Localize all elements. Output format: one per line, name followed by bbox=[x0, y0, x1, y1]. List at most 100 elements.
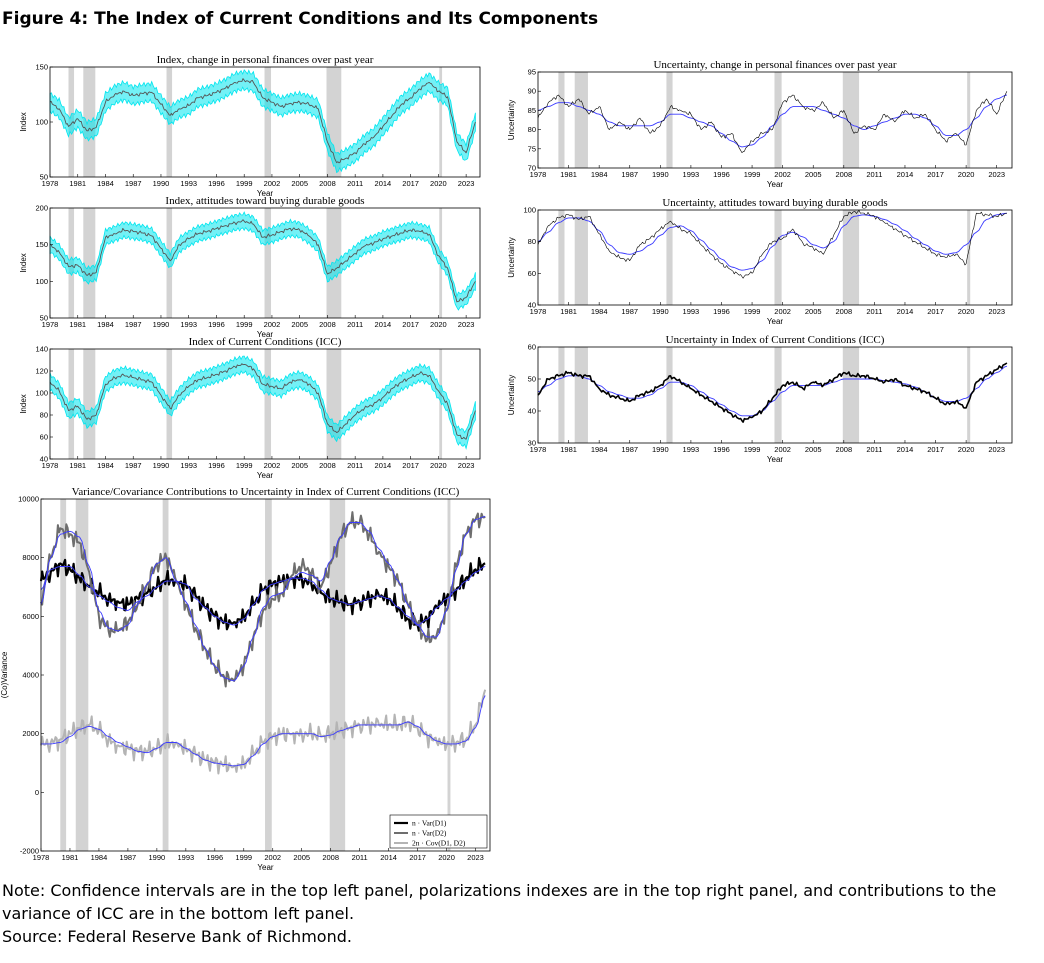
x-tick-label: 2014 bbox=[897, 307, 914, 316]
x-tick-label: 1999 bbox=[236, 179, 253, 188]
x-tick-label: 1990 bbox=[652, 307, 669, 316]
series-line bbox=[40, 516, 486, 682]
x-axis-label: Year bbox=[767, 317, 784, 326]
x-tick-label: 2014 bbox=[375, 179, 392, 188]
x-tick-label: 2023 bbox=[988, 445, 1005, 454]
x-tick-label: 2008 bbox=[835, 170, 852, 179]
y-axis-label: Uncertainty bbox=[507, 237, 516, 277]
recession-band bbox=[666, 347, 673, 443]
x-tick-label: 1981 bbox=[62, 853, 79, 862]
x-tick-label: 1987 bbox=[125, 461, 142, 470]
y-tick-label: 30 bbox=[528, 439, 536, 448]
x-tick-label: 1999 bbox=[236, 320, 253, 329]
y-tick-label: 4000 bbox=[22, 671, 39, 680]
legend-label: 2n · Cov(D1, D2) bbox=[412, 839, 466, 848]
x-tick-label: 2017 bbox=[402, 320, 419, 329]
x-tick-label: 2011 bbox=[352, 853, 368, 862]
series-line bbox=[40, 566, 486, 626]
legend-label: n · Var(D1) bbox=[412, 819, 447, 828]
x-tick-label: 2020 bbox=[438, 853, 455, 862]
x-tick-label: 1984 bbox=[591, 445, 608, 454]
recession-band bbox=[264, 349, 272, 459]
recession-band bbox=[574, 72, 588, 168]
x-tick-label: 2002 bbox=[774, 170, 791, 179]
x-axis-label: Year bbox=[767, 455, 784, 464]
x-tick-label: 2011 bbox=[866, 445, 882, 454]
x-tick-label: 2014 bbox=[897, 445, 914, 454]
x-tick-label: 1996 bbox=[713, 170, 730, 179]
x-tick-label: 1993 bbox=[683, 307, 700, 316]
axes-frame bbox=[537, 71, 1013, 169]
x-tick-label: 2005 bbox=[291, 461, 308, 470]
x-tick-label: 2011 bbox=[866, 307, 882, 316]
y-tick-label: 2000 bbox=[22, 729, 39, 738]
recession-band bbox=[558, 72, 565, 168]
y-axis-label: (Co)Variance bbox=[0, 651, 9, 698]
x-tick-label: 2011 bbox=[347, 461, 363, 470]
x-tick-label: 2014 bbox=[897, 170, 914, 179]
recession-band bbox=[83, 208, 96, 318]
confidence-band bbox=[49, 355, 476, 450]
x-tick-label: 1987 bbox=[125, 320, 142, 329]
note-text: Note: Confidence intervals are in the to… bbox=[2, 881, 997, 923]
chart-index-durable-goods: 1978 1981 1984 1987 1990 1993 1996 1999 2002 2005… bbox=[19, 195, 481, 339]
x-tick-label: 2023 bbox=[458, 461, 475, 470]
axes-frame bbox=[49, 207, 481, 319]
x-tick-label: 1990 bbox=[153, 320, 170, 329]
axes-frame bbox=[49, 348, 481, 460]
x-tick-label: 2023 bbox=[988, 307, 1005, 316]
recession-band bbox=[967, 72, 971, 168]
x-tick-label: 2008 bbox=[835, 445, 852, 454]
x-tick-label: 1990 bbox=[652, 445, 669, 454]
x-tick-label: 1981 bbox=[560, 307, 577, 316]
y-tick-label: 80 bbox=[40, 411, 48, 420]
x-tick-label: 2011 bbox=[347, 320, 363, 329]
x-tick-label: 1981 bbox=[69, 320, 86, 329]
x-tick-label: 2014 bbox=[380, 853, 397, 862]
y-tick-label: 40 bbox=[40, 455, 48, 464]
x-tick-label: 1990 bbox=[149, 853, 166, 862]
x-tick-label: 2023 bbox=[458, 320, 475, 329]
y-axis-label: Index bbox=[19, 253, 28, 273]
x-tick-label: 1990 bbox=[153, 179, 170, 188]
x-tick-label: 1993 bbox=[683, 445, 700, 454]
x-tick-label: 2017 bbox=[927, 307, 944, 316]
y-tick-label: 100 bbox=[35, 118, 48, 127]
x-tick-label: 2014 bbox=[375, 461, 392, 470]
y-tick-label: 6000 bbox=[22, 612, 39, 621]
chart-variance-covariance: 1978 1981 1984 1987 1990 1993 1996 1999 2002 2005… bbox=[0, 486, 491, 872]
recession-band bbox=[264, 208, 272, 318]
recession-band bbox=[574, 347, 588, 443]
x-tick-label: 1993 bbox=[683, 170, 700, 179]
x-tick-label: 2017 bbox=[409, 853, 426, 862]
x-axis-label: Year bbox=[767, 180, 784, 189]
x-tick-label: 2008 bbox=[835, 307, 852, 316]
series-line bbox=[537, 362, 1008, 423]
recession-band bbox=[83, 349, 96, 459]
x-tick-label: 2005 bbox=[293, 853, 310, 862]
panel-uncertainty-durable-goods: 1978 1981 1984 1987 1990 1993 1996 1999 2002 2005… bbox=[507, 193, 1015, 331]
x-tick-label: 1978 bbox=[530, 445, 547, 454]
recession-band bbox=[842, 72, 860, 168]
x-axis-label: Year bbox=[257, 330, 274, 339]
x-tick-label: 2020 bbox=[430, 461, 447, 470]
confidence-band bbox=[49, 69, 476, 174]
x-tick-label: 1999 bbox=[744, 170, 761, 179]
recession-band bbox=[574, 210, 588, 305]
x-tick-label: 1978 bbox=[33, 853, 50, 862]
x-tick-label: 1978 bbox=[42, 461, 59, 470]
confidence-band bbox=[49, 211, 476, 311]
y-tick-label: 150 bbox=[35, 63, 48, 72]
y-tick-label: 60 bbox=[528, 343, 536, 352]
panel-index-current-conditions: 1978 1981 1984 1987 1990 1993 1996 1999 2002 2005… bbox=[12, 334, 481, 480]
series-line bbox=[537, 91, 1008, 153]
recession-band bbox=[842, 347, 860, 443]
x-tick-label: 1993 bbox=[180, 320, 197, 329]
x-tick-label: 1996 bbox=[208, 461, 225, 470]
x-tick-label: 1999 bbox=[744, 445, 761, 454]
x-tick-label: 1996 bbox=[208, 179, 225, 188]
x-axis-label: Year bbox=[257, 471, 274, 480]
x-tick-label: 1981 bbox=[560, 445, 577, 454]
x-tick-label: 1996 bbox=[713, 445, 730, 454]
chart-title: Index, attitudes toward buying durable g… bbox=[165, 195, 364, 207]
